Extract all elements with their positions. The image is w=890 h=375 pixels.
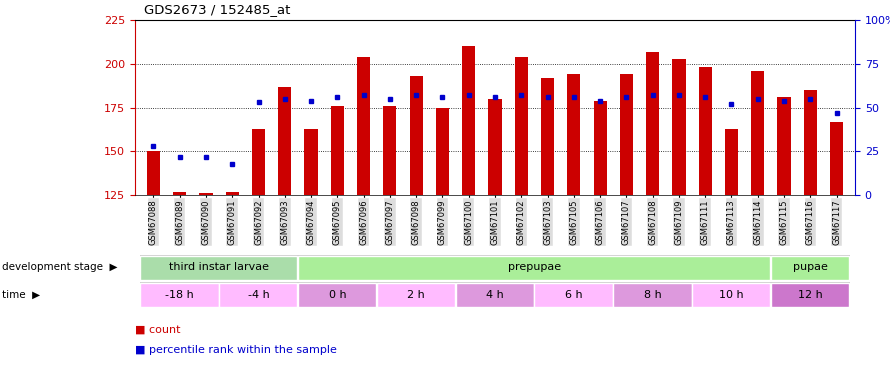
Bar [725,129,738,195]
Bar [147,151,160,195]
Bar [173,192,186,195]
Text: ■ count: ■ count [135,324,181,334]
Bar [778,97,790,195]
Bar [219,282,297,306]
Bar [489,99,502,195]
Bar [298,282,376,306]
Bar [409,76,423,195]
Text: 12 h: 12 h [798,290,822,300]
Text: time  ▶: time ▶ [2,290,40,300]
Bar [304,129,318,195]
Bar [384,106,396,195]
Text: development stage  ▶: development stage ▶ [2,262,117,273]
Text: 10 h: 10 h [719,290,744,300]
Bar [226,192,239,195]
Bar [771,282,849,306]
Bar [646,51,659,195]
Text: third instar larvae: third instar larvae [169,262,269,273]
Bar [830,122,843,195]
Bar [331,106,344,195]
Bar [804,90,817,195]
Bar [541,78,554,195]
Bar [514,57,528,195]
Bar [672,58,685,195]
Bar [699,67,712,195]
Bar [619,74,633,195]
Bar [594,100,607,195]
Text: 6 h: 6 h [565,290,583,300]
Bar [436,108,449,195]
Text: -18 h: -18 h [166,290,194,300]
Text: 4 h: 4 h [486,290,504,300]
Bar [357,57,370,195]
Bar [462,46,475,195]
Text: prepupae: prepupae [508,262,561,273]
Text: -4 h: -4 h [247,290,270,300]
Text: 0 h: 0 h [328,290,346,300]
Text: ■ percentile rank within the sample: ■ percentile rank within the sample [135,345,337,355]
Bar [567,74,580,195]
Bar [141,255,297,279]
Bar [456,282,534,306]
Bar [692,282,771,306]
Bar [751,71,765,195]
Bar [534,282,612,306]
Bar [376,282,455,306]
Text: GDS2673 / 152485_at: GDS2673 / 152485_at [144,3,290,16]
Bar [613,282,692,306]
Bar [279,87,291,195]
Bar [771,255,849,279]
Text: 8 h: 8 h [643,290,661,300]
Bar [298,255,771,279]
Bar [252,129,265,195]
Bar [141,282,219,306]
Text: pupae: pupae [793,262,828,273]
Text: 2 h: 2 h [408,290,425,300]
Bar [199,193,213,195]
